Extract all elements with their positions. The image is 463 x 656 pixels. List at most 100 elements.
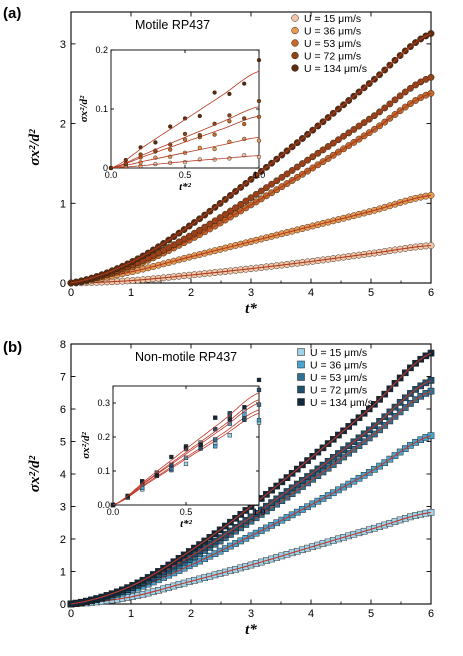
y-tick-label: 0: [60, 278, 66, 290]
legend-label: U = 53 μm/s: [310, 372, 367, 384]
x-tick-label: 0: [68, 287, 74, 299]
legend-marker: [291, 64, 299, 72]
inset-y-tick-label: 0.0: [97, 500, 110, 510]
inset-y-tick-label: 0.3: [97, 398, 110, 408]
legend-label: U = 53 μm/s: [304, 38, 361, 50]
legend-label: U = 134 μm/s: [310, 397, 373, 409]
inset-fit-line: [112, 392, 260, 506]
inset-x-tick-label: 0.5: [180, 507, 193, 517]
inset-fit-line: [110, 106, 260, 169]
legend-marker: [297, 373, 305, 381]
inset-data-point: [242, 417, 247, 422]
data-point: [427, 509, 435, 516]
y-tick-label: 4: [60, 469, 66, 481]
y-tick-label: 3: [60, 502, 66, 514]
inset-x-tick-label: 0.0: [107, 507, 120, 517]
inset-y-tick-label: 0.2: [97, 432, 110, 442]
inset-data-point: [227, 113, 232, 118]
x-tick-label: 2: [188, 608, 194, 620]
legend-marker: [297, 398, 305, 406]
inset-data-point: [168, 147, 173, 152]
inset-data-point: [227, 417, 232, 422]
legend-label: U = 72 μm/s: [304, 50, 361, 62]
inset-fit-line: [110, 70, 260, 169]
x-tick-label: 4: [308, 287, 314, 299]
panel-title: Motile RP437: [135, 18, 210, 32]
x-tick-label: 0: [68, 608, 74, 620]
y-tick-label: 2: [60, 119, 66, 131]
inset-data-point: [153, 140, 158, 145]
y-tick-label: 1: [60, 198, 66, 210]
y-tick-label: 8: [60, 339, 66, 351]
inset-fit-line: [110, 115, 260, 169]
legend-marker: [291, 26, 299, 35]
inset-data-point: [242, 405, 247, 410]
inset-data-point: [256, 418, 262, 423]
inset-data-point: [212, 132, 217, 137]
inset-x-tick-label: 1.0: [253, 507, 266, 517]
data-point: [427, 73, 435, 81]
legend-label: U = 15 μm/s: [304, 13, 361, 25]
inset-x-axis-label: t*²: [180, 518, 193, 530]
inset-data-point: [168, 124, 173, 129]
legend-label: U = 72 μm/s: [310, 384, 367, 396]
fit-line: [70, 33, 432, 284]
inset-data-point: [256, 377, 262, 383]
inset-data-point: [227, 91, 232, 97]
inset-data-point: [242, 412, 247, 417]
y-tick-label: 1: [60, 567, 66, 579]
inset-data-point: [227, 433, 232, 438]
inset-data-point: [169, 466, 174, 472]
inset-data-point: [256, 387, 262, 393]
inset-data-point: [182, 160, 188, 165]
x-tick-label: 4: [308, 608, 314, 620]
legend-label: U = 36 μm/s: [310, 359, 367, 371]
inset-data-point: [198, 442, 203, 447]
inset-data-point: [213, 415, 218, 420]
inset-data-point: [256, 58, 262, 63]
inset-data-point: [227, 421, 232, 426]
inset-data-point: [212, 146, 217, 152]
x-tick-label: 5: [368, 287, 374, 299]
x-axis-label: t*: [245, 301, 257, 317]
y-axis-label: σx²/d²: [27, 455, 43, 492]
inset-data-point: [256, 138, 262, 143]
inset-data-point: [227, 156, 232, 161]
inset-y-tick-label: 0.1: [97, 466, 110, 476]
y-tick-label: 3: [60, 39, 66, 51]
legend-marker: [291, 51, 299, 60]
inset-data-point: [242, 116, 247, 121]
fit-line: [70, 76, 432, 284]
x-tick-label: 3: [248, 608, 254, 620]
x-tick-label: 2: [188, 287, 194, 299]
inset-data-point: [242, 81, 247, 86]
inset-fit-line: [110, 155, 260, 169]
y-tick-label: 5: [60, 437, 66, 449]
legend-marker: [297, 348, 305, 356]
inset-y-axis-label: σx²/d²: [78, 95, 90, 122]
panel-label-a: (a): [3, 5, 21, 22]
inset-data-point: [154, 473, 159, 478]
inset-x-tick-label: 0.0: [105, 170, 118, 180]
x-axis-label: t*: [245, 622, 257, 638]
x-tick-label: 6: [428, 287, 434, 299]
inset-data-point: [227, 119, 232, 124]
inset-fit-line: [112, 409, 260, 506]
y-tick-label: 6: [60, 404, 66, 416]
panel-title: Non-motile RP437: [135, 350, 237, 364]
inset-x-tick-label: 1.0: [253, 170, 266, 180]
legend-marker: [291, 14, 299, 22]
legend-marker: [297, 385, 305, 394]
inset-y-tick-label: 0.1: [95, 104, 108, 114]
y-tick-label: 2: [60, 534, 66, 546]
inset-data-point: [182, 131, 188, 137]
inset-data-point: [197, 113, 202, 119]
inset-data-point: [256, 98, 262, 104]
fit-line: [70, 511, 432, 605]
inset-data-point: [198, 446, 203, 451]
inset-data-point: [213, 437, 218, 442]
panel-label-b: (b): [3, 339, 22, 356]
x-tick-label: 5: [368, 608, 374, 620]
inset-y-tick-label: 0.2: [95, 45, 108, 55]
